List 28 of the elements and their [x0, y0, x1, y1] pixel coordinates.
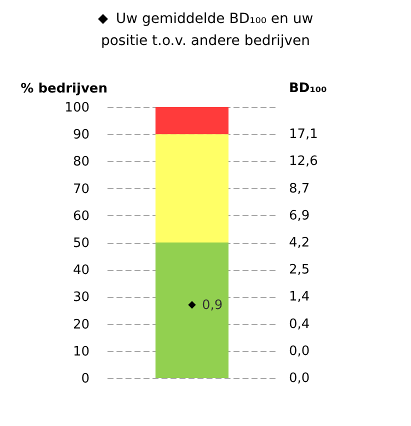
y-tick-label: 20	[72, 317, 90, 332]
legend-label: Uw gemiddelde BD₁₀₀ en uw positie t.o.v. andere bedrijven	[100, 11, 314, 49]
text: BD₁₀₀	[289, 81, 328, 96]
text: 17,1	[289, 127, 318, 142]
annotation: 0,9	[202, 298, 223, 313]
bar	[156, 242, 228, 378]
text: 8,7	[289, 181, 310, 196]
bar	[156, 134, 228, 242]
text: 0,4	[289, 316, 310, 332]
y-tick-label: 50	[72, 236, 90, 251]
text: 6,9	[289, 208, 310, 224]
text: 0,0	[289, 371, 310, 386]
y-tick-label: 70	[72, 182, 90, 197]
text: 12,6	[289, 154, 318, 170]
y-axis-title: % bedrijven	[20, 82, 108, 96]
y-tick-label: 30	[72, 290, 90, 306]
text: 2,5	[289, 262, 310, 278]
y-tick-label: 10	[72, 344, 90, 360]
y-tick-label: 80	[72, 154, 90, 170]
text: 4,2	[289, 236, 310, 250]
y-tick-label: 90	[72, 128, 90, 143]
y-tick-label: 100	[64, 100, 90, 116]
y-tick-label: 0	[81, 372, 90, 386]
bar	[156, 107, 228, 134]
y-tick-label: 40	[72, 263, 90, 278]
text: 0,0	[289, 344, 310, 359]
text: 1,4	[289, 290, 310, 305]
y-tick-label: 60	[72, 208, 90, 224]
